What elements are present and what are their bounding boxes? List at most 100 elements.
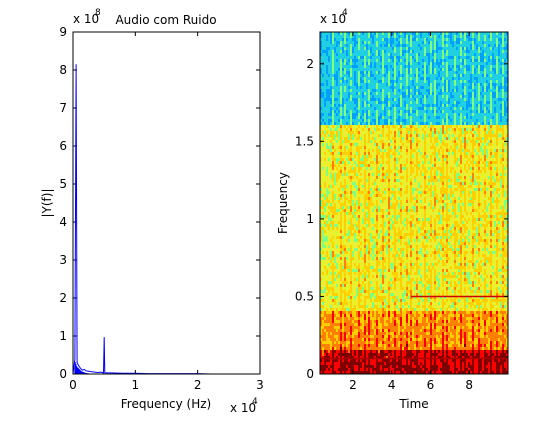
spectrogram-cell — [352, 86, 354, 89]
spectrogram-cell — [376, 320, 378, 323]
spectrogram-cell — [356, 272, 358, 275]
spectrogram-cell — [356, 80, 358, 83]
spectrogram-cell — [342, 74, 344, 77]
spectrogram-cell — [386, 197, 388, 200]
spectrogram-cell — [354, 191, 356, 194]
spectrogram-cell — [338, 329, 340, 332]
spectrogram-cell — [384, 314, 386, 317]
spectrogram-cell — [366, 236, 368, 239]
spectrogram-cell — [378, 320, 380, 323]
spectrogram-cell — [336, 218, 338, 221]
spectrogram-cell — [394, 125, 396, 128]
spectrogram-cell — [334, 44, 336, 47]
spectrogram-cell — [388, 239, 390, 242]
spectrogram-cell — [346, 77, 348, 80]
spectrogram-cell — [364, 308, 366, 311]
spectrogram-cell — [400, 164, 402, 167]
spectrogram-cell — [396, 338, 398, 341]
spectrogram-cell — [388, 68, 390, 71]
spectrogram-cell — [326, 293, 328, 296]
spectrogram-cell — [386, 233, 388, 236]
spectrogram-cell — [374, 113, 376, 116]
spectrogram-cell — [352, 269, 354, 272]
fft-y-tick-label: 6 — [59, 139, 67, 153]
spectrogram-cell — [396, 167, 398, 170]
spectrogram-cell — [334, 89, 336, 92]
spectrogram-cell — [366, 95, 368, 98]
spectrogram-cell — [346, 137, 348, 140]
spectrogram-cell — [332, 293, 334, 296]
spectrogram-cell — [362, 365, 364, 368]
spectrogram-cell — [350, 35, 352, 38]
spectrogram-cell — [388, 197, 390, 200]
spectrogram-cell — [350, 257, 352, 260]
spectrogram-cell — [372, 50, 374, 53]
spectrogram-cell — [336, 326, 338, 329]
spectrogram-cell — [356, 266, 358, 269]
spectrogram-cell — [390, 251, 392, 254]
spectrogram-cell — [340, 347, 342, 350]
spectrogram-cell — [400, 128, 402, 131]
spectrogram-cell — [362, 176, 364, 179]
spectrogram-cell — [368, 182, 370, 185]
spectrogram-cell — [394, 146, 396, 149]
spectrogram-cell — [380, 347, 382, 350]
spectrogram-cell — [344, 272, 346, 275]
spectrogram-cell — [334, 320, 336, 323]
spectrogram-cell — [344, 263, 346, 266]
spectrogram-cell — [366, 41, 368, 44]
spectrogram-cell — [332, 278, 334, 281]
spectrogram-cell — [370, 89, 372, 92]
spectrogram-cell — [336, 302, 338, 305]
spectrogram-cell — [356, 131, 358, 134]
spectrogram-cell — [400, 218, 402, 221]
spectrogram-cell — [382, 50, 384, 53]
spectrogram-cell — [340, 368, 342, 371]
spectrogram-cell — [360, 230, 362, 233]
spectrogram-cell — [382, 38, 384, 41]
spectrogram-cell — [350, 266, 352, 269]
spectrogram-cell — [368, 101, 370, 104]
spectrogram-cell — [324, 80, 326, 83]
spectrogram-cell — [376, 149, 378, 152]
spectrogram-cell — [340, 266, 342, 269]
spectrogram-cell — [398, 137, 400, 140]
spectrogram-cell — [354, 194, 356, 197]
spectrogram-cell — [340, 167, 342, 170]
spectrogram-cell — [398, 341, 400, 344]
spectrogram-cell — [326, 218, 328, 221]
spectrogram-cell — [380, 116, 382, 119]
spectrogram-cell — [322, 50, 324, 53]
spectrogram-cell — [324, 197, 326, 200]
spectrogram-cell — [392, 170, 394, 173]
spectrogram-cell — [374, 266, 376, 269]
spectrogram-cell — [374, 272, 376, 275]
spectrogram-cell — [352, 173, 354, 176]
spectrogram-cell — [390, 155, 392, 158]
spectrogram-cell — [366, 182, 368, 185]
spectrogram-cell — [366, 266, 368, 269]
spectrogram-cell — [382, 182, 384, 185]
spectrogram-cell — [326, 251, 328, 254]
spectrogram-cell — [402, 347, 404, 350]
spectrogram-cell — [378, 137, 380, 140]
spectrogram-cell — [394, 263, 396, 266]
spectrogram-cell — [364, 122, 366, 125]
spectrogram-cell — [374, 77, 376, 80]
spectrogram-cell — [380, 221, 382, 224]
spectrogram-cell — [392, 35, 394, 38]
spectrogram-cell — [336, 167, 338, 170]
spectrogram-cell — [368, 152, 370, 155]
spectrogram-cell — [336, 158, 338, 161]
fft-plot-area — [73, 32, 260, 374]
spectrogram-cell — [326, 260, 328, 263]
spectrogram-cell — [332, 86, 334, 89]
spectrogram-cell — [364, 77, 366, 80]
spectrogram-cell — [360, 179, 362, 182]
spectrogram-cell — [332, 194, 334, 197]
spectrogram-cell — [324, 314, 326, 317]
spectrogram-cell — [338, 308, 340, 311]
spectrogram-cell — [382, 86, 384, 89]
spectrogram-cell — [374, 257, 376, 260]
spectrogram-cell — [338, 131, 340, 134]
